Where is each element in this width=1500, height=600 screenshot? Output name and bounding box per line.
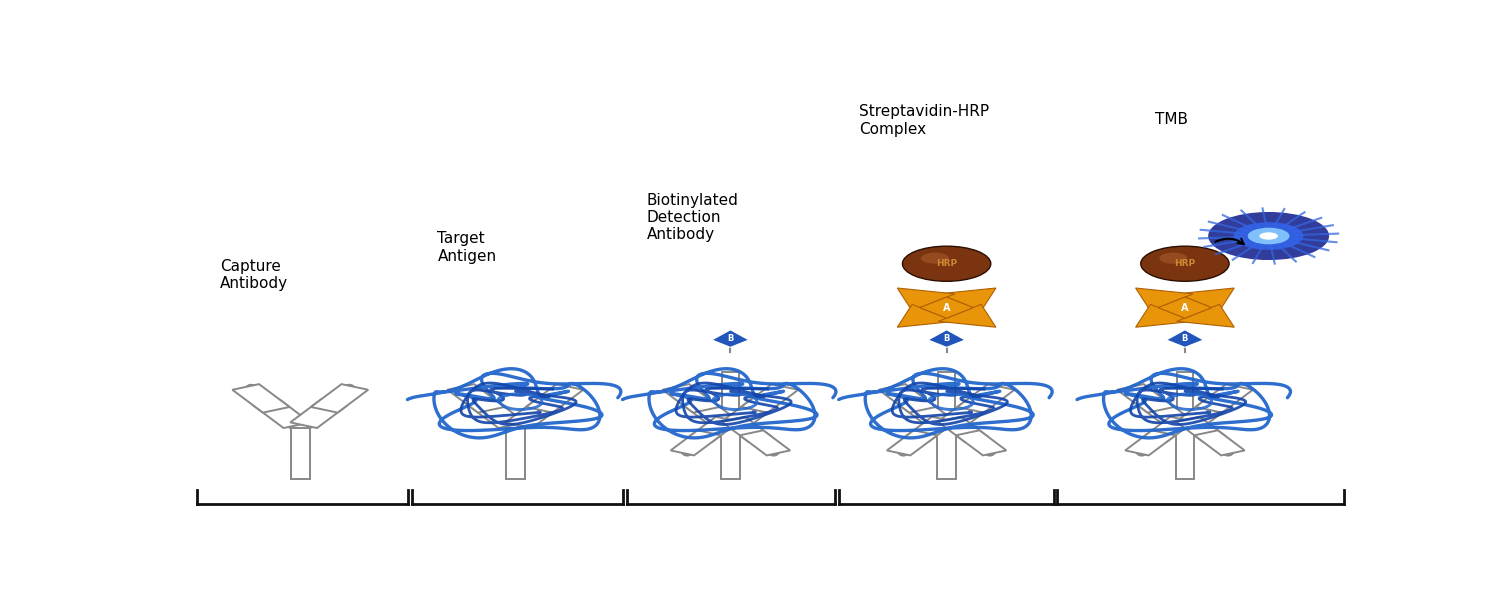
Polygon shape [232, 384, 290, 413]
Polygon shape [670, 430, 722, 455]
Text: Biotinylated
Detection
Antibody: Biotinylated Detection Antibody [646, 193, 738, 242]
Circle shape [1140, 246, 1228, 281]
Polygon shape [1194, 430, 1245, 455]
Polygon shape [1167, 330, 1203, 347]
Polygon shape [879, 384, 936, 413]
Polygon shape [956, 430, 1006, 455]
Polygon shape [936, 400, 994, 428]
Text: Target
Antigen: Target Antigen [438, 232, 497, 264]
Text: B: B [728, 334, 734, 343]
Polygon shape [1118, 384, 1174, 413]
Polygon shape [663, 384, 720, 413]
Polygon shape [740, 430, 790, 455]
Circle shape [1160, 253, 1188, 264]
Bar [722, 372, 738, 417]
Text: TMB: TMB [1155, 112, 1188, 127]
Text: B: B [1182, 334, 1188, 343]
Text: HRP: HRP [936, 259, 957, 268]
Text: HRP: HRP [1174, 259, 1196, 268]
Polygon shape [939, 304, 996, 327]
Text: A: A [944, 302, 951, 313]
Text: Capture
Antibody: Capture Antibody [220, 259, 288, 292]
Polygon shape [468, 400, 525, 428]
Bar [722, 428, 740, 479]
Polygon shape [1176, 288, 1234, 311]
Polygon shape [688, 417, 740, 442]
Polygon shape [712, 330, 748, 347]
Circle shape [921, 253, 950, 264]
Polygon shape [928, 330, 964, 347]
Bar [938, 428, 956, 479]
Text: A: A [1180, 302, 1188, 313]
Circle shape [1233, 222, 1304, 250]
Polygon shape [957, 384, 1014, 413]
Polygon shape [506, 400, 562, 428]
Circle shape [1248, 227, 1290, 244]
Text: Streptavidin-HRP
Complex: Streptavidin-HRP Complex [859, 104, 990, 137]
Polygon shape [1136, 288, 1192, 311]
Polygon shape [897, 304, 956, 327]
Polygon shape [741, 384, 798, 413]
Polygon shape [1174, 400, 1232, 428]
Polygon shape [939, 288, 996, 311]
Polygon shape [900, 400, 957, 428]
Bar [291, 428, 309, 479]
Polygon shape [1196, 384, 1252, 413]
Text: B: B [944, 334, 950, 343]
Bar [506, 428, 525, 479]
Bar [1176, 372, 1192, 417]
Polygon shape [1137, 400, 1196, 428]
Polygon shape [1176, 304, 1234, 327]
Circle shape [1208, 212, 1329, 260]
Polygon shape [1143, 417, 1194, 442]
Bar [1176, 428, 1194, 479]
Polygon shape [447, 384, 504, 413]
Polygon shape [1136, 304, 1192, 327]
Polygon shape [722, 417, 772, 442]
Polygon shape [1176, 417, 1227, 442]
Bar [939, 372, 956, 417]
Polygon shape [682, 400, 741, 428]
Polygon shape [897, 288, 956, 311]
Polygon shape [920, 297, 974, 318]
Polygon shape [291, 400, 348, 428]
Polygon shape [1158, 297, 1212, 318]
Circle shape [903, 246, 992, 281]
Polygon shape [886, 430, 938, 455]
Circle shape [1260, 232, 1278, 240]
Polygon shape [310, 384, 368, 413]
Polygon shape [254, 400, 310, 428]
Polygon shape [720, 400, 777, 428]
Polygon shape [526, 384, 584, 413]
Polygon shape [938, 417, 988, 442]
Polygon shape [904, 417, 956, 442]
Polygon shape [1125, 430, 1176, 455]
